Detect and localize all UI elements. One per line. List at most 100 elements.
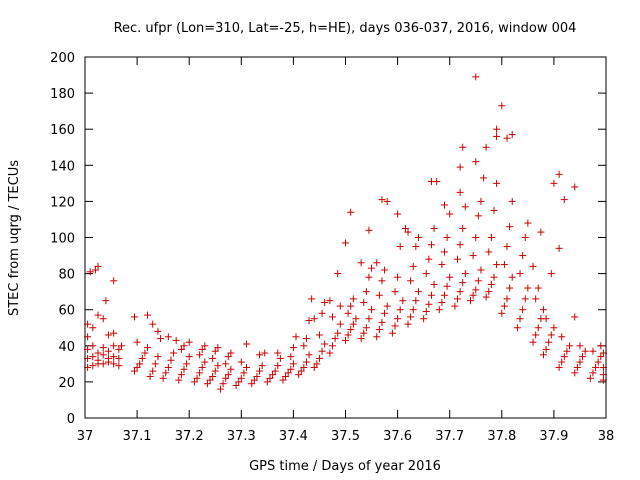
data-point	[474, 277, 482, 285]
data-point	[482, 143, 490, 151]
data-point	[133, 363, 141, 371]
data-point	[576, 358, 584, 366]
x-tick-label: 37.2	[175, 429, 204, 444]
data-point	[516, 270, 524, 278]
data-point	[493, 261, 501, 269]
data-point	[256, 351, 264, 359]
data-point	[362, 324, 370, 332]
data-point	[237, 358, 245, 366]
data-point	[459, 224, 467, 232]
y-tick-label: 100	[50, 232, 75, 247]
data-point	[279, 376, 287, 384]
data-point	[394, 273, 402, 281]
data-point	[185, 338, 193, 346]
data-point	[297, 367, 305, 375]
data-point	[576, 342, 584, 350]
data-point	[334, 270, 342, 278]
data-point	[396, 306, 404, 314]
data-point	[456, 163, 464, 171]
data-point	[469, 252, 477, 260]
data-point	[391, 288, 399, 296]
data-point	[472, 73, 480, 81]
data-point	[571, 183, 579, 191]
data-point	[555, 244, 563, 252]
data-point	[558, 358, 566, 366]
data-point	[394, 315, 402, 323]
data-point	[592, 363, 600, 371]
data-point	[94, 311, 102, 319]
x-tick-label: 37.7	[435, 429, 464, 444]
data-point	[454, 295, 462, 303]
data-point	[211, 367, 219, 375]
data-point	[427, 241, 435, 249]
data-point	[394, 210, 402, 218]
data-point	[597, 353, 605, 361]
data-point	[130, 313, 138, 321]
data-point	[430, 224, 438, 232]
data-point	[378, 318, 386, 326]
data-point	[493, 132, 501, 140]
data-point	[474, 212, 482, 220]
data-point	[443, 234, 451, 241]
data-point	[300, 342, 308, 350]
data-point	[396, 243, 404, 251]
data-point	[594, 358, 602, 366]
data-point	[519, 306, 527, 314]
data-point	[378, 196, 386, 204]
data-point	[524, 219, 532, 227]
data-point	[467, 297, 475, 305]
data-point	[555, 170, 563, 178]
data-point	[99, 344, 107, 352]
data-point	[459, 143, 467, 151]
data-point	[344, 331, 352, 339]
plot-frame	[84, 56, 607, 419]
data-point	[443, 282, 451, 290]
data-point	[198, 345, 206, 353]
data-point	[529, 262, 537, 270]
data-point	[89, 324, 97, 332]
data-point	[159, 374, 167, 382]
data-point	[373, 259, 381, 267]
data-point	[521, 295, 529, 303]
data-point	[326, 297, 334, 305]
data-point	[550, 324, 558, 332]
x-tick-label: 37.6	[383, 429, 412, 444]
y-tick-label: 160	[50, 123, 75, 138]
data-point	[144, 311, 152, 319]
data-point	[433, 178, 441, 186]
data-point	[425, 255, 433, 263]
data-point	[110, 329, 118, 337]
data-point	[167, 356, 175, 364]
data-point	[539, 306, 547, 314]
data-point	[516, 315, 524, 323]
data-point	[305, 351, 313, 359]
data-point	[175, 376, 183, 384]
data-point	[308, 295, 316, 303]
data-point	[581, 347, 589, 355]
data-point	[295, 371, 303, 379]
data-point	[219, 380, 227, 388]
data-point	[506, 223, 514, 231]
data-point	[321, 298, 329, 306]
data-point	[177, 371, 185, 379]
data-point	[99, 351, 107, 359]
data-point	[104, 331, 112, 339]
data-point	[560, 196, 568, 204]
data-point	[224, 371, 232, 379]
data-point	[487, 234, 495, 241]
data-point	[446, 210, 454, 218]
data-point	[89, 342, 97, 350]
data-point	[146, 372, 154, 380]
x-tick-label: 37.3	[227, 429, 256, 444]
data-point	[94, 349, 102, 357]
x-tick-label: 37	[77, 429, 94, 444]
data-point	[271, 367, 279, 375]
data-point	[115, 345, 123, 353]
data-point	[328, 313, 336, 321]
data-point	[472, 158, 480, 166]
data-point	[571, 369, 579, 377]
data-point	[401, 224, 409, 232]
data-point	[477, 266, 485, 274]
data-point	[560, 353, 568, 361]
